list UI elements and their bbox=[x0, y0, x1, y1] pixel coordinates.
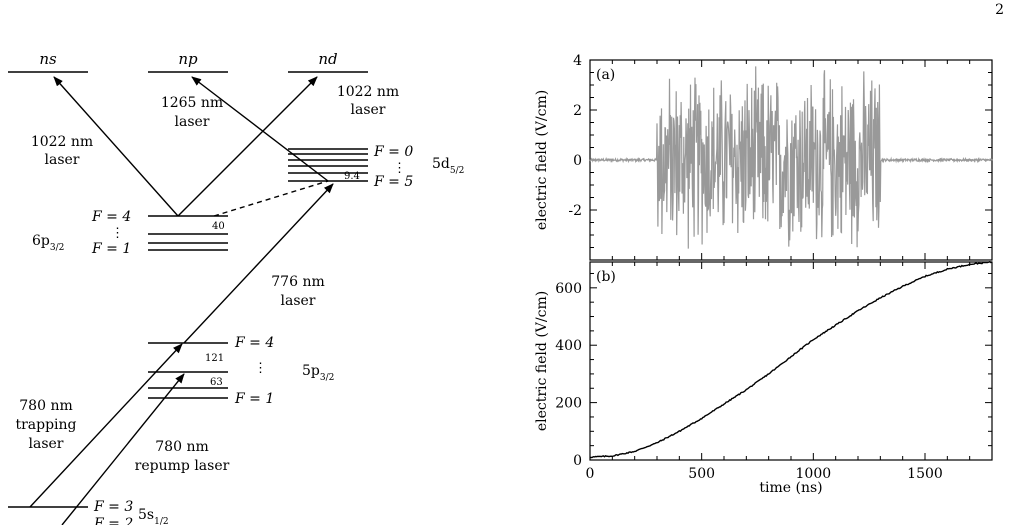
label-780-trap-1: 780 nm bbox=[19, 398, 72, 414]
x-tick-label: 1000 bbox=[796, 466, 832, 482]
label-1022-right-1: 1022 nm bbox=[337, 84, 399, 100]
energy-level-diagram: ns np nd F = 0 ⋮ F = 5 9.4 5d5/2 F = 4 ⋮… bbox=[8, 50, 464, 525]
label-5d-state: 5d5/2 bbox=[432, 156, 464, 176]
label-5s-state: 5s1/2 bbox=[138, 507, 169, 525]
label-5s-fbottom: F = 2 bbox=[93, 516, 133, 525]
x-tick-label: 0 bbox=[586, 466, 595, 482]
y-tick-label: 400 bbox=[555, 338, 582, 354]
split-6p: 40 bbox=[212, 221, 225, 232]
arrow-1022-nd bbox=[177, 76, 318, 217]
dots-6p: ⋮ bbox=[111, 226, 124, 241]
split-5p-a: 121 bbox=[205, 353, 224, 364]
panel-a-ytick-labels: -2 0 2 4 bbox=[568, 53, 582, 219]
panel-a-ylabel: electric field (V/cm) bbox=[534, 90, 550, 230]
label-780-repump-1: 780 nm bbox=[155, 439, 208, 455]
arrow-776 bbox=[183, 183, 334, 344]
split-5d: 9.4 bbox=[344, 171, 360, 182]
label-5s-ftop: F = 3 bbox=[93, 499, 133, 515]
label-5p-fbottom: F = 1 bbox=[234, 391, 274, 407]
panel-b-ytick-labels: 0 200 400 600 bbox=[555, 281, 582, 469]
panel-b-ylabel: electric field (V/cm) bbox=[534, 291, 550, 431]
arrow-780-trapping bbox=[29, 343, 183, 508]
panel-b-label: (b) bbox=[596, 269, 616, 285]
arrow-1022-ns bbox=[53, 76, 179, 217]
label-776-1: 776 nm bbox=[271, 274, 324, 290]
dashed-link bbox=[213, 180, 329, 217]
label-780-trap-3: laser bbox=[29, 436, 64, 452]
label-1022-right-2: laser bbox=[351, 102, 386, 118]
y-tick-label: 4 bbox=[573, 53, 582, 69]
panel-b-trace bbox=[589, 260, 993, 459]
y-tick-label: 600 bbox=[555, 281, 582, 297]
panel-b-ticks bbox=[589, 262, 993, 461]
label-5p-ftop: F = 4 bbox=[234, 335, 274, 351]
label-5d-ftop: F = 0 bbox=[373, 144, 413, 160]
y-tick-label: 0 bbox=[573, 453, 582, 469]
label-6p-fbottom: F = 1 bbox=[91, 241, 131, 257]
x-tick-label: 1500 bbox=[907, 466, 943, 482]
panel-a-ticks bbox=[589, 59, 993, 261]
panel-b-xlabel: time (ns) bbox=[759, 480, 822, 496]
arrow-780-repump bbox=[61, 373, 185, 525]
label-780-trap-2: trapping bbox=[15, 417, 76, 433]
panel-a-label: (a) bbox=[596, 67, 615, 83]
label-1265-1: 1265 nm bbox=[161, 95, 223, 111]
label-5p-state: 5p3/2 bbox=[302, 363, 334, 383]
label-780-repump-2: repump laser bbox=[135, 458, 230, 474]
label-1022-left-1: 1022 nm bbox=[31, 134, 93, 150]
page-number: 2 bbox=[995, 2, 1004, 18]
y-tick-label: 2 bbox=[573, 103, 582, 119]
chart-panel-a: -2 0 2 4 (a) electric field (V/cm) bbox=[534, 53, 993, 261]
x-tick-label: 500 bbox=[688, 466, 715, 482]
panel-a-trace bbox=[589, 66, 993, 249]
arrow-1265 bbox=[191, 76, 329, 182]
label-np: np bbox=[178, 50, 198, 68]
y-tick-label: 0 bbox=[573, 153, 582, 169]
chart-panel-b: 0 200 400 600 0 500 1000 1500 (b) electric fie… bbox=[534, 260, 993, 496]
label-nd: nd bbox=[318, 50, 337, 68]
split-5p-b: 63 bbox=[210, 377, 223, 388]
label-6p-ftop: F = 4 bbox=[91, 209, 131, 225]
label-5d-fbottom: F = 5 bbox=[373, 174, 413, 190]
panel-b-frame bbox=[589, 261, 993, 461]
dots-5p: ⋮ bbox=[254, 361, 267, 376]
label-ns: ns bbox=[39, 50, 57, 68]
panel-b-xtick-labels: 0 500 1000 1500 bbox=[586, 466, 943, 482]
dots-5d: ⋮ bbox=[393, 161, 406, 176]
label-776-2: laser bbox=[281, 293, 316, 309]
label-6p-state: 6p3/2 bbox=[32, 233, 64, 253]
label-1265-2: laser bbox=[175, 114, 210, 130]
y-tick-label: -2 bbox=[568, 203, 582, 219]
label-1022-left-2: laser bbox=[45, 152, 80, 168]
y-tick-label: 200 bbox=[555, 396, 582, 412]
